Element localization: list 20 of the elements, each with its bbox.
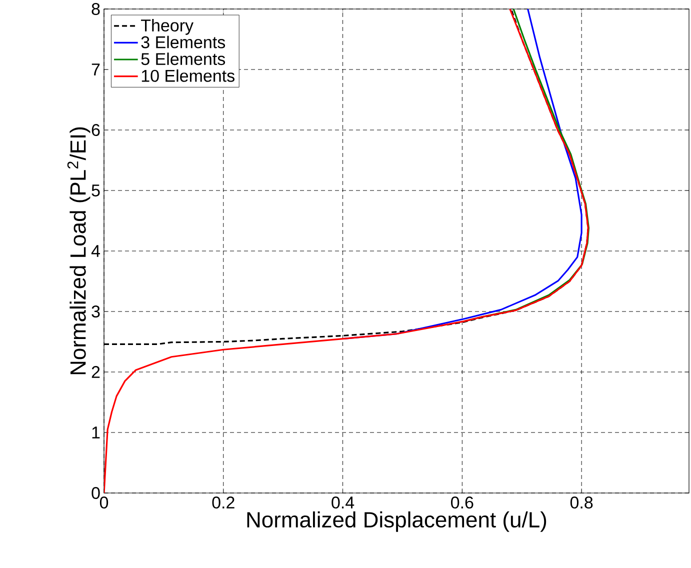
x-tick-label: 0 — [100, 496, 108, 509]
y-tick-label: 4 — [91, 245, 100, 257]
y-tick-label: 1 — [92, 426, 100, 438]
y-tick-label: 0 — [92, 486, 100, 500]
legend-label: 10 Elements — [142, 69, 234, 82]
legend-label: 5 Elements — [141, 52, 226, 66]
y-tick-label: 6 — [92, 124, 100, 136]
y-tick-label: 7 — [92, 64, 100, 76]
y-tick-label: 2 — [92, 366, 100, 378]
x-axis-title: Normalized Displacement (u/L) — [247, 511, 546, 532]
legend-label: 3 Elements — [141, 36, 226, 48]
legend-label: Theory — [140, 19, 194, 35]
y-tick-label: 8 — [92, 2, 100, 16]
y-tick-label: 3 — [92, 305, 100, 318]
y-tick-label: 5 — [92, 184, 100, 196]
x-tick-label: 0.2 — [212, 496, 234, 509]
x-tick-label: 0.8 — [570, 496, 593, 509]
x-tick-label: 0.6 — [451, 496, 474, 509]
y-axis-title: Normalized Load (PL$^{2}$/EI) — [67, 127, 90, 374]
x-tick-label: 0.4 — [332, 496, 354, 509]
